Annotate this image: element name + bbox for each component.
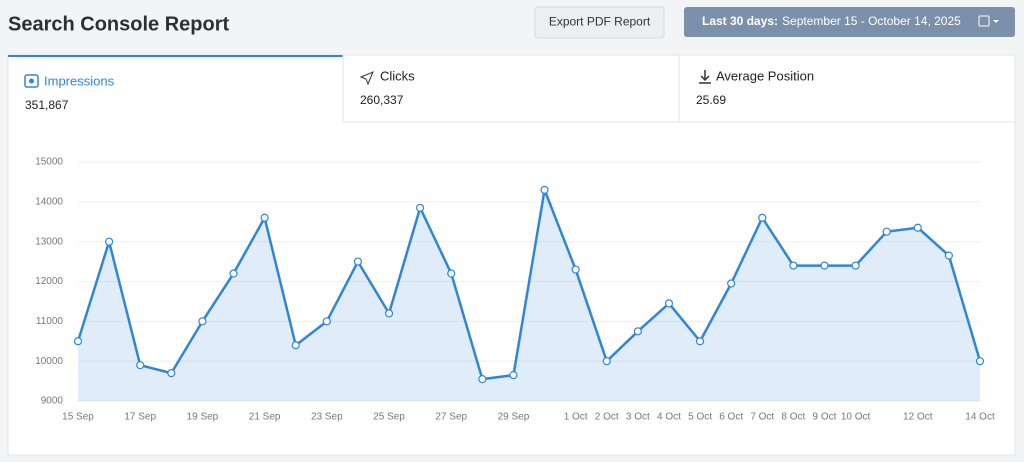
tab-label: Impressions <box>44 73 115 88</box>
x-tick-label: 1 Oct <box>564 412 588 423</box>
x-tick-label: 4 Oct <box>657 412 681 423</box>
tab-value: 351,867 <box>25 98 69 112</box>
point <box>73 337 83 346</box>
point <box>851 261 860 270</box>
point <box>291 341 300 350</box>
impressions-icon <box>24 74 39 88</box>
area <box>78 189 980 401</box>
tab-value: 260,337 <box>360 93 404 107</box>
tab-value: 25.69 <box>696 93 726 107</box>
x-tick-label: 29 Sep <box>498 412 530 423</box>
x-tick-label: 21 Sep <box>249 412 281 423</box>
date-text[interactable]: Last 30 days: September 15 - October 14, … <box>702 14 961 28</box>
y-tick-label: 13000 <box>35 236 63 247</box>
point <box>571 265 580 274</box>
calendar-icon <box>978 15 990 27</box>
y-tick-label: 12000 <box>35 276 63 287</box>
line <box>76 188 982 381</box>
x-tick-label: 14 Oct <box>965 412 995 423</box>
x-tick-label: 15 Sep <box>62 412 94 423</box>
point <box>167 369 176 378</box>
point <box>105 237 114 246</box>
position-icon <box>699 70 711 84</box>
x-tick-label: 17 Sep <box>124 412 156 423</box>
point <box>136 361 145 370</box>
x-tick-label: 9 Oct <box>813 412 837 423</box>
x-tick-label: 23 Sep <box>311 412 343 423</box>
active-tab-bar <box>8 55 343 57</box>
point <box>229 269 238 278</box>
x-tick-label: 27 Sep <box>435 412 467 423</box>
point <box>353 257 363 266</box>
point <box>478 374 487 384</box>
point <box>322 317 331 326</box>
page-title: Search Console Report <box>8 13 230 35</box>
caret <box>993 20 999 23</box>
point <box>509 371 518 380</box>
y-tick-label: 14000 <box>35 196 63 207</box>
y-tick-label: 9000 <box>41 396 64 407</box>
point <box>975 357 985 366</box>
point <box>882 227 891 236</box>
x-tick-label: 10 Oct <box>841 412 871 423</box>
x-tick-label: 19 Sep <box>187 412 219 423</box>
tab-label: Average Position <box>716 68 814 83</box>
point <box>727 279 736 288</box>
point <box>540 185 549 194</box>
point <box>198 317 207 326</box>
x-tick-label: 5 Oct <box>688 412 712 423</box>
point <box>820 261 829 270</box>
impressions-icon <box>29 78 34 84</box>
point <box>633 327 642 336</box>
x-tick-label: 6 Oct <box>719 412 743 423</box>
x-tick-label: 8 Oct <box>781 412 805 423</box>
x-tick-label: 12 Oct <box>903 412 933 423</box>
point <box>447 269 456 278</box>
tab-label: Clicks <box>380 68 415 83</box>
date-label[interactable]: Last 30 days: <box>702 14 778 28</box>
export-label[interactable]: Export PDF Report <box>549 15 651 29</box>
export-button[interactable] <box>534 6 665 39</box>
point <box>384 309 394 318</box>
x-tick-label: 7 Oct <box>750 412 774 423</box>
y-tick-label: 11000 <box>36 316 64 327</box>
x-tick-label: 2 Oct <box>595 412 619 423</box>
point <box>944 251 953 260</box>
point <box>695 337 705 346</box>
clicks-icon <box>359 71 374 86</box>
point <box>664 299 674 308</box>
x-tick-label: 25 Sep <box>373 412 405 423</box>
point <box>789 261 798 270</box>
point <box>416 203 425 212</box>
point <box>758 213 767 222</box>
point <box>913 223 922 232</box>
point <box>602 357 611 366</box>
y-tick-label: 15000 <box>35 157 63 168</box>
date-button[interactable] <box>684 7 1015 37</box>
x-tick-label: 3 Oct <box>626 412 650 423</box>
y-tick-label: 10000 <box>35 356 63 367</box>
date-range[interactable]: September 15 - October 14, 2025 <box>782 14 961 28</box>
point <box>260 213 269 222</box>
